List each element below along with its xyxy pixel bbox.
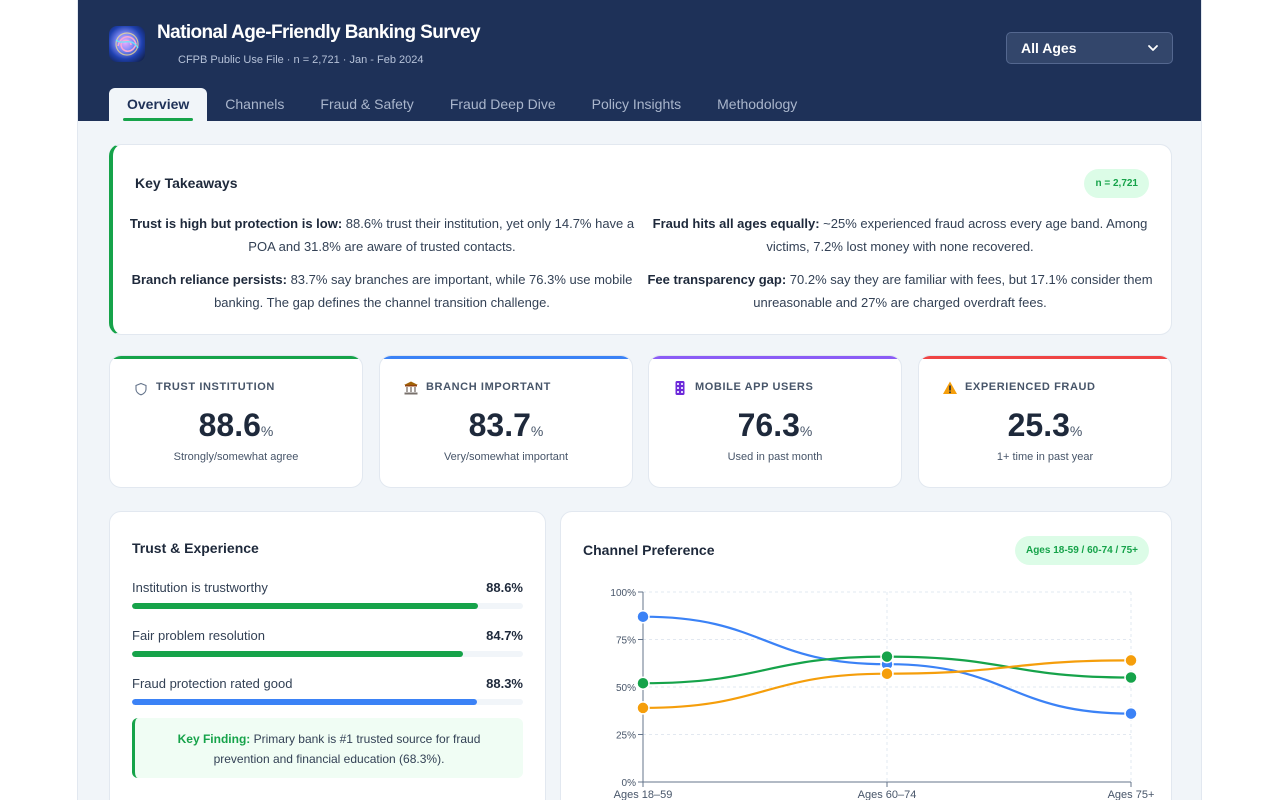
dashboard-app: National Age-Friendly Banking Survey CFP… bbox=[77, 0, 1202, 800]
data-point bbox=[880, 649, 894, 664]
age-filter-select[interactable]: All Ages bbox=[1006, 32, 1173, 64]
kpi-card-fraud: EXPERIENCED FRAUD 25.3% 1+ time in past … bbox=[918, 355, 1172, 488]
y-tick-label: 75% bbox=[616, 636, 636, 647]
takeaway-lead: Fee transparency gap: bbox=[647, 272, 787, 287]
takeaway-text: 70.2% say they are familiar with fees, b… bbox=[753, 272, 1153, 310]
tab-methodology[interactable]: Methodology bbox=[717, 96, 798, 112]
sample-size-badge: n = 2,721 bbox=[1084, 169, 1149, 198]
chevron-down-icon bbox=[1148, 45, 1158, 51]
trust-title: Trust & Experience bbox=[132, 540, 259, 556]
metric-progress-track bbox=[132, 699, 523, 705]
finding-lead: Key Finding: bbox=[177, 732, 251, 746]
tab-channels[interactable]: Channels bbox=[225, 96, 285, 112]
takeaway-item: Fraud hits all ages equally: ~25% experi… bbox=[645, 213, 1155, 258]
kpi-label: EXPERIENCED FRAUD bbox=[965, 381, 1096, 393]
takeaway-item: Trust is high but protection is low: 88.… bbox=[127, 213, 637, 258]
kpi-accent-bar bbox=[919, 356, 1171, 359]
kpi-value: 83.7% bbox=[468, 407, 544, 443]
kpi-card-branch: BRANCH IMPORTANT 83.7% Very/somewhat imp… bbox=[379, 355, 633, 488]
key-takeaways-card: Key Takeaways n = 2,721 Trust is high bu… bbox=[109, 144, 1172, 335]
kpi-card-mobile: MOBILE APP USERS 76.3% Used in past mont… bbox=[648, 355, 902, 488]
takeaway-text: 88.6% trust their institution, yet only … bbox=[248, 216, 635, 254]
metric-value: 84.7% bbox=[486, 628, 523, 643]
kpi-accent-bar bbox=[649, 356, 901, 359]
metric-value: 88.3% bbox=[486, 676, 523, 691]
header: National Age-Friendly Banking Survey CFP… bbox=[78, 0, 1201, 121]
kpi-caption: Strongly/somewhat agree bbox=[173, 451, 299, 463]
kpi-caption: 1+ time in past year bbox=[996, 451, 1094, 463]
kpi-caption: Used in past month bbox=[727, 451, 823, 463]
tab-fraud-deep-dive[interactable]: Fraud Deep Dive bbox=[449, 96, 556, 112]
kpi-caption: Very/somewhat important bbox=[443, 451, 569, 463]
data-point bbox=[636, 609, 650, 624]
takeaway-item: Branch reliance persists: 83.7% say bran… bbox=[127, 269, 637, 314]
bank-icon bbox=[403, 380, 419, 396]
takeaway-lead: Fraud hits all ages equally: bbox=[652, 216, 820, 231]
metric-progress-fill bbox=[132, 651, 464, 657]
metric-progress-fill bbox=[132, 699, 478, 705]
age-filter-value: All Ages bbox=[1021, 40, 1077, 56]
y-tick-label: 0% bbox=[622, 778, 637, 789]
metric-value: 88.6% bbox=[486, 580, 523, 595]
takeaways-title: Key Takeaways bbox=[135, 175, 238, 191]
y-tick-label: 100% bbox=[610, 588, 636, 599]
kpi-value: 88.6% bbox=[198, 407, 274, 443]
metric-progress-fill bbox=[132, 603, 479, 609]
kpi-label: TRUST INSTITUTION bbox=[156, 381, 275, 393]
kpi-card-trust: TRUST INSTITUTION 88.6% Strongly/somewha… bbox=[109, 355, 363, 488]
x-tick-label: Ages 18–59 bbox=[614, 789, 673, 800]
tab-bar: Overview Channels Fraud & Safety Fraud D… bbox=[109, 88, 815, 121]
age-groups-badge: Ages 18-59 / 60-74 / 75+ bbox=[1014, 536, 1149, 565]
survey-logo bbox=[109, 26, 145, 62]
finding-text: Primary bank is #1 trusted source for fr… bbox=[213, 732, 481, 766]
kpi-label: MOBILE APP USERS bbox=[695, 381, 814, 393]
trust-experience-card: Trust & Experience Institution is trustw… bbox=[109, 511, 546, 800]
data-point bbox=[880, 666, 894, 681]
channel-preference-card: Channel Preference Ages 18-59 / 60-74 / … bbox=[560, 511, 1172, 800]
metric-progress-track bbox=[132, 603, 523, 609]
channel-line-chart: 0% 25% 50% 75% 100% Ages 18–59 Ages 60–74 Ages … bbox=[610, 588, 1155, 800]
kpi-value: 76.3% bbox=[737, 407, 813, 443]
x-tick-label: Ages 75+ bbox=[1108, 789, 1155, 800]
tab-overview[interactable]: Overview bbox=[109, 88, 208, 121]
data-point bbox=[636, 676, 650, 690]
y-tick-label: 50% bbox=[616, 683, 636, 694]
takeaway-text: ~25% experienced fraud across every age … bbox=[766, 216, 1148, 254]
data-point bbox=[1124, 706, 1138, 721]
phone-icon bbox=[672, 380, 688, 396]
takeaway-item: Fee transparency gap: 70.2% say they are… bbox=[645, 269, 1155, 314]
metric-label: Fraud protection rated good bbox=[132, 676, 293, 691]
data-point bbox=[1124, 653, 1138, 668]
takeaway-lead: Trust is high but protection is low: bbox=[129, 216, 343, 231]
x-tick-label: Ages 60–74 bbox=[858, 789, 917, 800]
takeaway-lead: Branch reliance persists: bbox=[131, 272, 287, 287]
data-point bbox=[1124, 670, 1138, 685]
channel-title: Channel Preference bbox=[583, 542, 715, 558]
shield-icon bbox=[133, 380, 149, 396]
warning-icon bbox=[942, 380, 958, 396]
app-title: National Age-Friendly Banking Survey bbox=[157, 22, 481, 43]
data-point bbox=[636, 701, 650, 715]
metric-label: Institution is trustworthy bbox=[132, 580, 268, 595]
key-finding-callout: Key Finding: Primary bank is #1 trusted … bbox=[132, 718, 523, 778]
metric-label: Fair problem resolution bbox=[132, 628, 265, 643]
kpi-accent-bar bbox=[110, 356, 362, 359]
y-tick-label: 25% bbox=[616, 731, 636, 742]
tab-policy-insights[interactable]: Policy Insights bbox=[591, 96, 682, 112]
kpi-accent-bar bbox=[380, 356, 632, 359]
kpi-label: BRANCH IMPORTANT bbox=[426, 381, 551, 393]
metric-progress-track bbox=[132, 651, 523, 657]
tab-fraud-safety[interactable]: Fraud & Safety bbox=[320, 96, 414, 112]
kpi-value: 25.3% bbox=[1007, 407, 1083, 443]
takeaway-text: 83.7% say branches are important, while … bbox=[214, 272, 633, 310]
app-subtitle: CFPB Public Use File · n = 2,721 · Jan -… bbox=[178, 54, 424, 66]
